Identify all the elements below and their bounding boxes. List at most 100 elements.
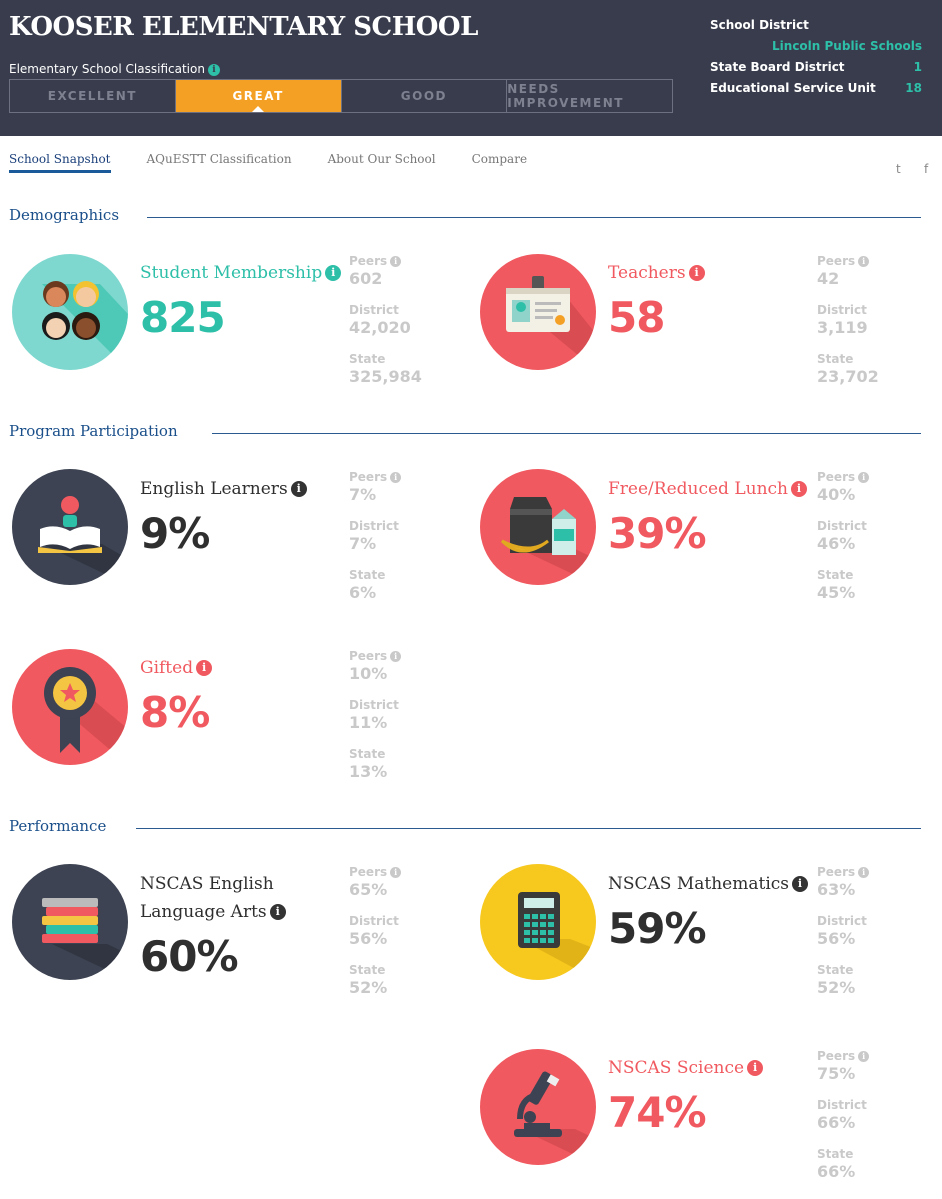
- info-icon[interactable]: i: [747, 1060, 764, 1076]
- info-icon[interactable]: i: [858, 256, 870, 267]
- info-icon[interactable]: i: [858, 867, 870, 878]
- english-learners-icon: [12, 469, 128, 585]
- teacher-badge-icon: [480, 254, 596, 370]
- teachers-label: Teachers i: [608, 259, 705, 287]
- science-label: NSCAS Science i: [608, 1054, 764, 1082]
- esu-label: Educational Service Unit: [710, 81, 876, 95]
- english-learners-value: 9%: [140, 509, 210, 558]
- district-link[interactable]: Lincoln Public Schools: [772, 39, 922, 53]
- facebook-icon[interactable]: f: [924, 162, 929, 176]
- lunch-icon: [480, 469, 596, 585]
- info-icon[interactable]: i: [858, 1051, 870, 1062]
- state-board-value: 1: [913, 60, 922, 74]
- peers-value: 42: [817, 269, 840, 288]
- info-icon[interactable]: i: [390, 867, 402, 878]
- microscope-icon: [480, 1049, 596, 1165]
- district-value: 3,119: [817, 318, 868, 337]
- esu-value: 18: [905, 81, 922, 95]
- section-performance: Performance: [9, 817, 107, 835]
- teachers-value: 58: [608, 293, 665, 342]
- students-value: 825: [140, 293, 226, 342]
- tab-about-our-school[interactable]: About Our School: [327, 152, 436, 166]
- award-ribbon-icon: [12, 649, 128, 765]
- peers-value: 602: [349, 269, 383, 288]
- math-value: 59%: [608, 904, 707, 953]
- peers-value: 65%: [349, 880, 388, 899]
- calculator-icon: [480, 864, 596, 980]
- district-value: 7%: [349, 534, 377, 553]
- info-icon[interactable]: i: [196, 660, 213, 676]
- classification-label: Elementary School Classification i: [9, 62, 220, 76]
- district-value: 56%: [817, 929, 856, 948]
- state-value: 52%: [817, 978, 856, 997]
- info-icon[interactable]: i: [390, 256, 402, 267]
- students-label: Student Membership i: [140, 259, 342, 287]
- lunch-value: 39%: [608, 509, 707, 558]
- books-icon: [12, 864, 128, 980]
- classification-excellent: EXCELLENT: [10, 80, 176, 112]
- section-divider: [147, 217, 921, 218]
- info-icon[interactable]: i: [688, 265, 705, 281]
- district-label: School District: [710, 18, 809, 32]
- lunch-comparison: Peers i 40% District 46% State 45%: [817, 470, 870, 617]
- info-icon[interactable]: i: [325, 265, 342, 281]
- peers-value: 10%: [349, 664, 388, 683]
- district-info: School District Lincoln Public Schools S…: [710, 15, 922, 99]
- state-board-label: State Board District: [710, 60, 845, 74]
- district-value: 56%: [349, 929, 388, 948]
- english-learners-label: English Learners i: [140, 475, 307, 503]
- ela-label: NSCAS English Language Arts i: [140, 870, 286, 926]
- gifted-comparison: Peers i 10% District 11% State 13%: [349, 649, 402, 796]
- twitter-icon[interactable]: t: [896, 162, 901, 176]
- students-icon: [12, 254, 128, 370]
- info-icon[interactable]: i: [207, 63, 220, 76]
- state-value: 45%: [817, 583, 856, 602]
- school-name: KOOSER ELEMENTARY SCHOOL: [9, 12, 478, 42]
- classification-bar: EXCELLENT GREAT GOOD NEEDS IMPROVEMENT: [9, 79, 673, 113]
- info-icon[interactable]: i: [791, 481, 807, 497]
- info-icon[interactable]: i: [269, 904, 286, 920]
- state-value: 325,984: [349, 367, 422, 386]
- english-learners-comparison: Peers i 7% District 7% State 6%: [349, 470, 402, 617]
- state-value: 13%: [349, 762, 388, 781]
- info-icon[interactable]: i: [792, 876, 809, 892]
- classification-great: GREAT: [175, 80, 342, 112]
- ela-comparison: Peers i 65% District 56% State 52%: [349, 865, 402, 1012]
- peers-value: 40%: [817, 485, 856, 504]
- section-divider: [212, 433, 921, 434]
- science-value: 74%: [608, 1088, 707, 1137]
- peers-value: 63%: [817, 880, 856, 899]
- ela-value: 60%: [140, 932, 239, 981]
- state-value: 6%: [349, 583, 377, 602]
- classification-good: GOOD: [342, 80, 508, 112]
- info-icon[interactable]: i: [390, 472, 402, 483]
- state-value: 66%: [817, 1162, 856, 1181]
- section-demographics: Demographics: [9, 206, 120, 224]
- tab-bar: School Snapshot AQuESTT Classification A…: [9, 152, 563, 173]
- math-comparison: Peers i 63% District 56% State 52%: [817, 865, 870, 1012]
- tab-aquestt-classification[interactable]: AQuESTT Classification: [146, 152, 292, 166]
- gifted-value: 8%: [140, 688, 210, 737]
- page-header: KOOSER ELEMENTARY SCHOOL Elementary Scho…: [0, 0, 942, 136]
- tab-school-snapshot[interactable]: School Snapshot: [9, 152, 111, 173]
- district-value: 66%: [817, 1113, 856, 1132]
- section-divider: [136, 828, 921, 829]
- district-value: 42,020: [349, 318, 411, 337]
- peers-value: 7%: [349, 485, 377, 504]
- teachers-comparison: Peers i 42 District 3,119 State 23,702: [817, 254, 879, 401]
- district-value: 46%: [817, 534, 856, 553]
- info-icon[interactable]: i: [290, 481, 307, 497]
- info-icon[interactable]: i: [390, 651, 402, 662]
- gifted-label: Gifted i: [140, 654, 213, 682]
- section-program-participation: Program Participation: [9, 422, 178, 440]
- classification-needs-improvement: NEEDS IMPROVEMENT: [507, 82, 624, 110]
- tab-compare[interactable]: Compare: [471, 152, 528, 166]
- state-value: 52%: [349, 978, 388, 997]
- science-comparison: Peers i 75% District 66% State 66%: [817, 1049, 870, 1196]
- students-comparison: Peers i 602 District 42,020 State 325,984: [349, 254, 422, 401]
- lunch-label: Free/Reduced Lunch i: [608, 475, 807, 503]
- peers-value: 75%: [817, 1064, 856, 1083]
- district-value: 11%: [349, 713, 388, 732]
- info-icon[interactable]: i: [858, 472, 870, 483]
- state-value: 23,702: [817, 367, 879, 386]
